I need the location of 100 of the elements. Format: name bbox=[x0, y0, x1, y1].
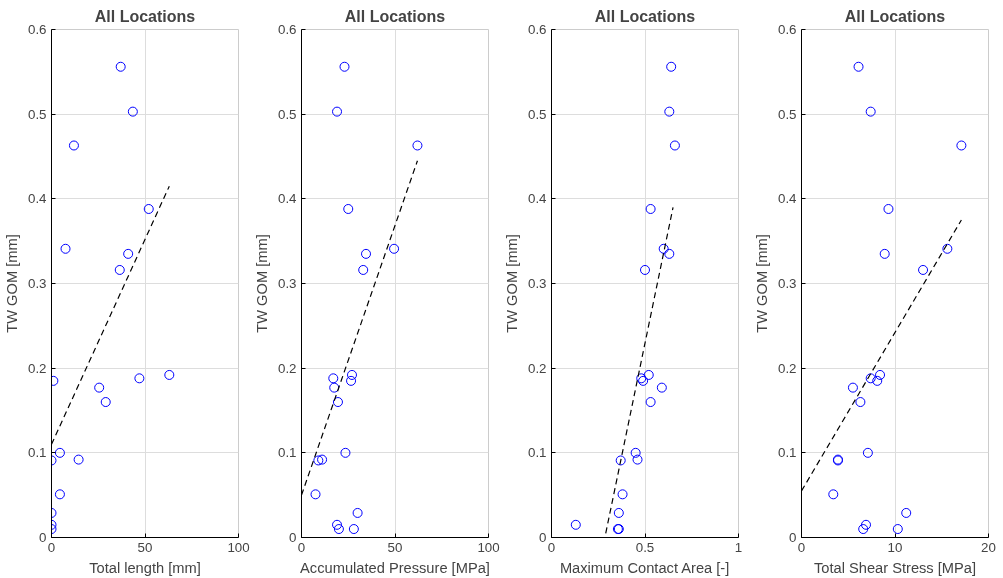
point bbox=[615, 455, 626, 466]
point bbox=[664, 106, 675, 117]
point bbox=[658, 243, 669, 254]
point bbox=[640, 264, 650, 275]
y-tick-label: 0.5 bbox=[277, 106, 297, 122]
point bbox=[332, 106, 343, 117]
point bbox=[115, 61, 126, 72]
point bbox=[389, 243, 400, 254]
point bbox=[942, 243, 953, 254]
point bbox=[339, 61, 350, 72]
x-axis-title: Maximum Contact Area [-] bbox=[559, 559, 730, 576]
point bbox=[613, 507, 624, 518]
y-axis-title: TW GOM [mm] bbox=[753, 234, 770, 333]
point bbox=[872, 375, 883, 386]
x-tick-label: 100 bbox=[477, 539, 500, 555]
point bbox=[60, 243, 71, 254]
y-tick-label: 0.4 bbox=[27, 191, 48, 207]
point bbox=[865, 106, 876, 117]
point bbox=[123, 248, 134, 259]
y-tick-label: 0.5 bbox=[27, 106, 47, 122]
point bbox=[865, 373, 876, 384]
y-tick-label: 0.5 bbox=[527, 106, 547, 122]
point bbox=[892, 524, 903, 535]
point bbox=[317, 454, 328, 465]
point bbox=[643, 369, 654, 380]
point bbox=[352, 507, 363, 518]
point bbox=[329, 382, 340, 393]
point bbox=[656, 382, 667, 393]
point bbox=[348, 524, 359, 535]
x-tick-label: 20 bbox=[981, 539, 996, 555]
point bbox=[328, 373, 339, 384]
y-tick-label: 0.2 bbox=[527, 360, 547, 376]
x-tick-label: 50 bbox=[137, 539, 153, 555]
point bbox=[54, 489, 65, 500]
chart-title: All Locations bbox=[844, 7, 946, 25]
point bbox=[858, 524, 869, 535]
chart-title: All Locations bbox=[594, 7, 696, 25]
y-tick-label: 0.2 bbox=[777, 360, 797, 376]
point bbox=[54, 447, 65, 458]
point bbox=[346, 369, 357, 380]
point bbox=[94, 382, 105, 393]
x-tick-label: 0.5 bbox=[635, 539, 655, 555]
point bbox=[570, 519, 581, 530]
point bbox=[861, 519, 872, 530]
chart-title: All Locations bbox=[344, 7, 446, 25]
point bbox=[901, 507, 912, 518]
point bbox=[343, 204, 354, 214]
point bbox=[666, 61, 677, 72]
point bbox=[333, 524, 344, 535]
x-axis-title: Total length [mm] bbox=[89, 559, 201, 576]
point bbox=[855, 397, 866, 408]
point bbox=[879, 248, 890, 259]
point bbox=[358, 264, 369, 275]
point bbox=[361, 248, 372, 259]
point bbox=[875, 369, 886, 380]
point bbox=[853, 61, 864, 72]
point bbox=[617, 489, 628, 500]
y-tick-label: 0.4 bbox=[527, 191, 548, 207]
point bbox=[134, 373, 145, 384]
x-axis-title: Accumulated Pressure [MPa] bbox=[300, 559, 490, 576]
point bbox=[164, 369, 175, 380]
point bbox=[847, 382, 858, 393]
y-tick-label: 0.3 bbox=[27, 276, 47, 291]
point bbox=[669, 140, 680, 151]
y-tick-label: 0.5 bbox=[777, 106, 797, 122]
point bbox=[310, 489, 321, 500]
point bbox=[862, 447, 873, 458]
point bbox=[100, 397, 111, 408]
y-axis-title: TW GOM [mm] bbox=[503, 234, 520, 333]
x-axis-title: Total Shear Stress [MPa] bbox=[813, 559, 977, 576]
point bbox=[645, 204, 656, 214]
y-tick-label: 0.1 bbox=[527, 445, 547, 461]
point bbox=[956, 140, 967, 151]
point bbox=[412, 140, 423, 151]
point bbox=[143, 204, 154, 214]
point bbox=[313, 455, 324, 466]
y-tick-label: 0.6 bbox=[27, 22, 47, 37]
point bbox=[68, 140, 79, 151]
point bbox=[630, 447, 641, 458]
y-tick-label: 0.4 bbox=[277, 191, 298, 207]
y-tick-label: 0.2 bbox=[277, 360, 297, 376]
x-tick-label: 10 bbox=[887, 539, 903, 555]
point bbox=[332, 519, 343, 530]
point bbox=[645, 397, 656, 408]
x-tick-label: 100 bbox=[227, 539, 250, 555]
point bbox=[664, 248, 675, 259]
point bbox=[73, 454, 84, 465]
y-tick-label: 0.1 bbox=[777, 445, 797, 461]
y-tick-label: 0.6 bbox=[277, 22, 297, 37]
y-tick-label: 0.3 bbox=[527, 276, 547, 291]
y-tick-label: 0.4 bbox=[777, 191, 798, 207]
point bbox=[883, 204, 894, 214]
y-axis-title: TW GOM [mm] bbox=[253, 234, 270, 333]
point bbox=[332, 397, 343, 408]
y-tick-label: 0.2 bbox=[27, 360, 47, 376]
y-tick-label: 0.6 bbox=[777, 22, 797, 37]
x-tick-label: 50 bbox=[387, 539, 403, 555]
y-tick-label: 0.1 bbox=[27, 445, 47, 461]
point bbox=[340, 447, 351, 458]
y-tick-label: 0.1 bbox=[277, 445, 297, 461]
